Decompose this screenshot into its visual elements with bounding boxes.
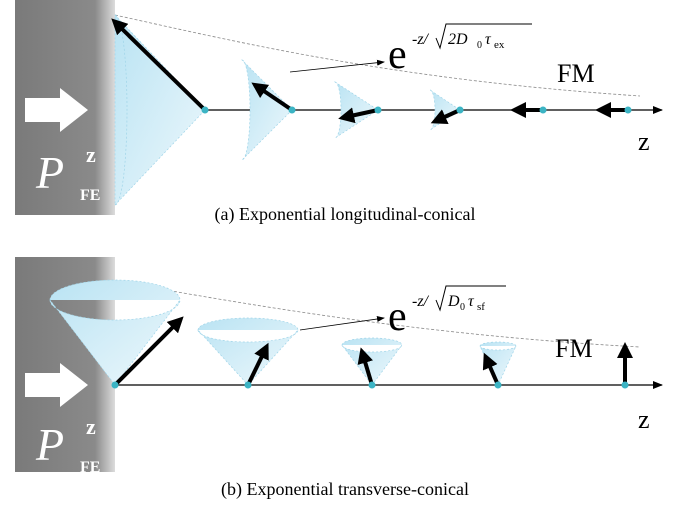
decay-formula: e -z/ 2D 0 τ ex <box>388 24 532 78</box>
diagram: P z FE e -z/ 2D 0 τ ex FM z (a) Exponent… <box>0 0 685 505</box>
panel-a: P z FE e -z/ 2D 0 τ ex FM z (a) Exponent… <box>15 0 662 225</box>
site <box>369 382 376 389</box>
p-symbol: P <box>35 147 64 198</box>
decay-formula: e -z/ D 0 τ sf <box>388 286 506 340</box>
site <box>540 107 547 114</box>
formula-prefix: -z/ <box>412 293 430 310</box>
caption: (a) Exponential longitudinal-conical <box>215 204 476 225</box>
site <box>457 107 464 114</box>
formula-radicand-sub: 0 <box>460 302 465 313</box>
cone <box>342 338 402 385</box>
fm-label: FM <box>557 59 595 88</box>
p-sub: FE <box>80 459 100 476</box>
site <box>622 382 629 389</box>
pointer <box>300 318 384 330</box>
formula-prefix: -z/ <box>412 31 430 48</box>
formula-tau: τ <box>485 31 492 48</box>
p-sup: z <box>86 414 96 439</box>
site <box>245 382 252 389</box>
cone <box>198 318 298 385</box>
cone <box>480 342 516 385</box>
site <box>289 107 296 114</box>
axis-label: z <box>638 127 650 156</box>
site <box>112 382 119 389</box>
site <box>202 107 209 114</box>
formula-tau: τ <box>468 293 475 310</box>
p-sub: FE <box>80 187 100 204</box>
formula-radicand: D <box>447 293 460 310</box>
formula-tau-sub: sf <box>477 301 485 313</box>
formula-radicand: 2D <box>448 31 468 48</box>
formula-radicand-sub: 0 <box>477 40 482 51</box>
site <box>625 107 632 114</box>
p-sup: z <box>86 142 96 167</box>
formula-base: e <box>388 294 407 340</box>
site <box>375 107 382 114</box>
axis-label: z <box>638 405 650 434</box>
formula-tau-sub: ex <box>494 39 505 51</box>
p-symbol: P <box>35 419 64 470</box>
site <box>495 382 502 389</box>
fm-label: FM <box>555 334 593 363</box>
caption: (b) Exponential transverse-conical <box>221 479 469 500</box>
panel-b: P z FE e -z/ D 0 τ sf FM z (b) Exponenti… <box>15 257 662 500</box>
formula-base: e <box>388 32 407 78</box>
cone <box>115 15 205 205</box>
pointer <box>290 62 384 72</box>
